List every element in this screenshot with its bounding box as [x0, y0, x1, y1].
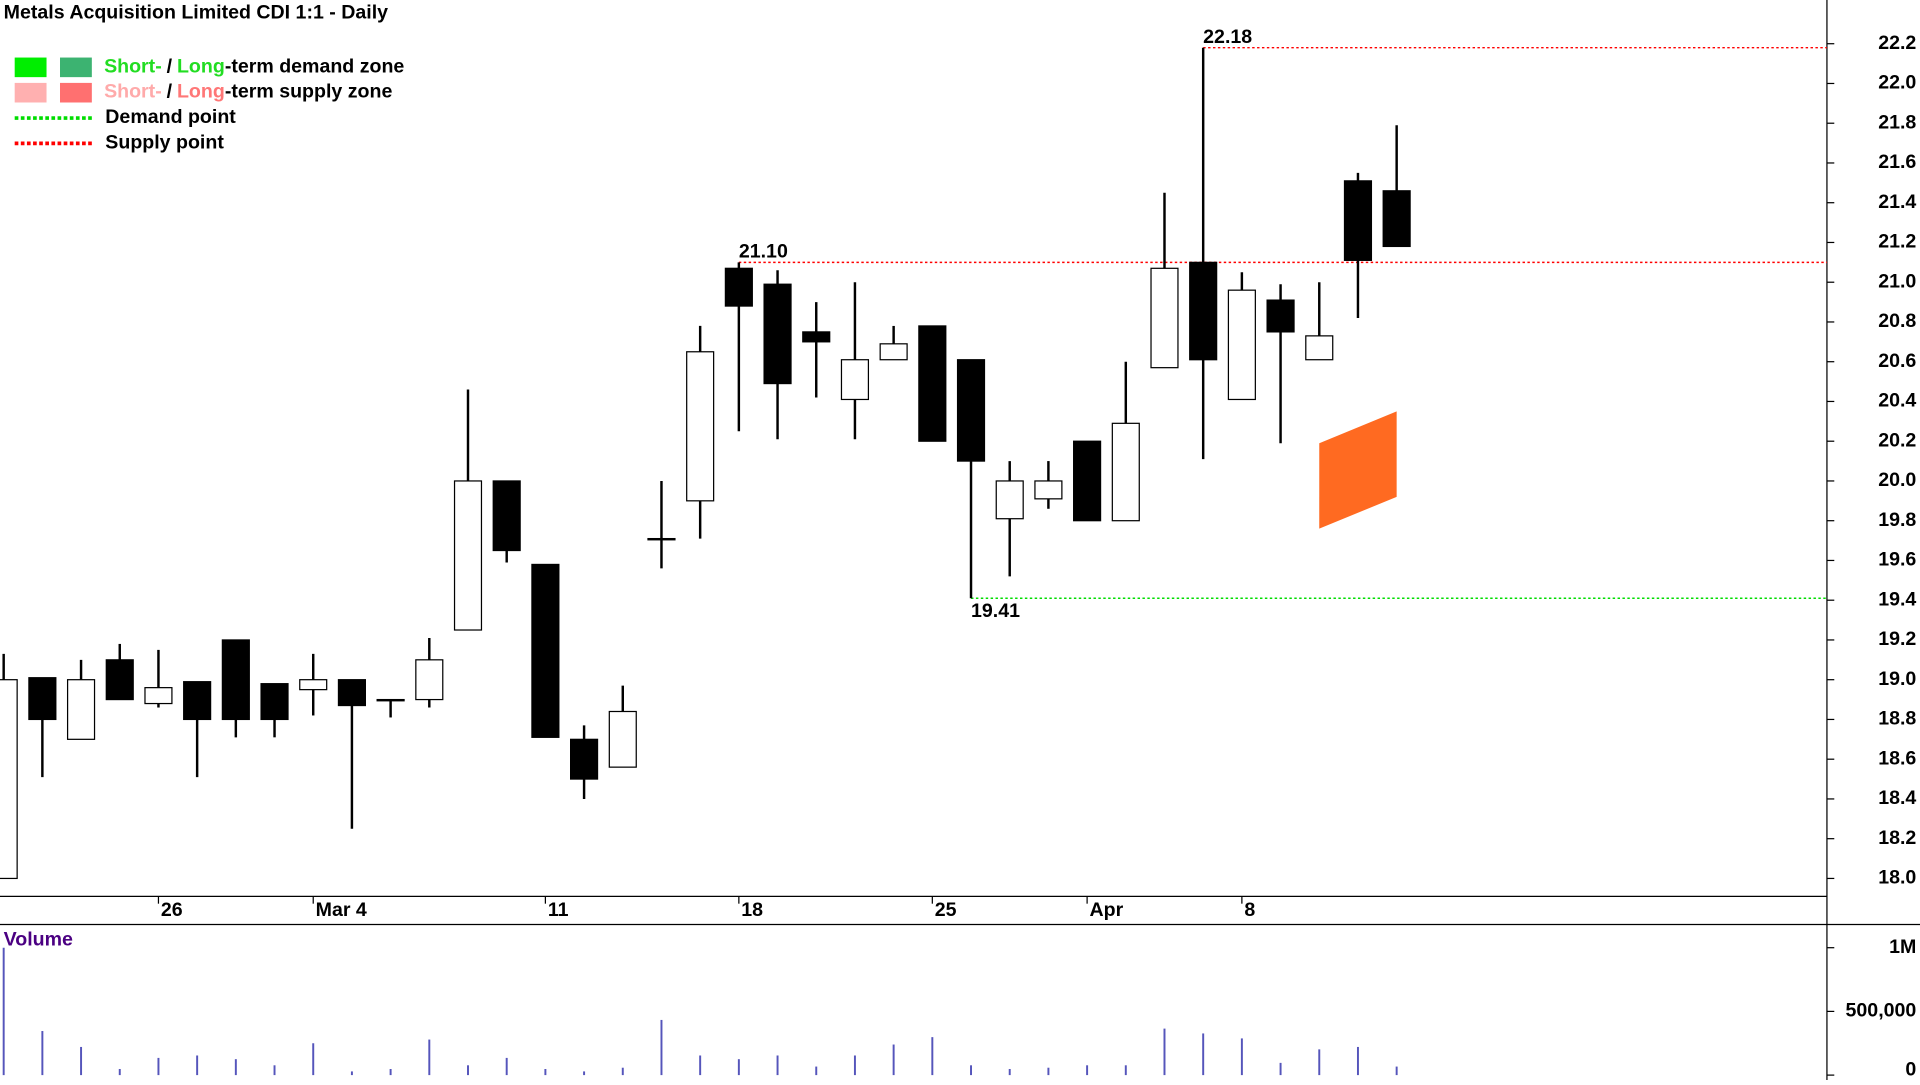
legend-text: Short- [104, 81, 162, 103]
x-tick-label: 26 [161, 899, 183, 921]
legend-text: -term demand zone [225, 56, 405, 78]
level-label: 19.41 [971, 600, 1020, 622]
y-tick-label: 18.2 [1878, 827, 1916, 849]
legend-label: Demand point [105, 106, 236, 128]
x-tick-label: Apr [1090, 899, 1124, 921]
legend-text: -term supply zone [225, 81, 393, 103]
candle-body [840, 359, 870, 401]
y-tick-label: 18.6 [1878, 747, 1916, 769]
y-tick-label: 18.8 [1878, 708, 1916, 730]
legend-label: Short- / Long-term demand zone [104, 56, 404, 78]
candle-body [1111, 422, 1140, 522]
y-tick-label: 18.0 [1878, 867, 1916, 889]
y-tick-label: 19.2 [1878, 628, 1916, 650]
volume-tick-label: 0 [1905, 1058, 1916, 1080]
forecast-zone [1319, 411, 1397, 529]
volume-title: Volume [4, 929, 73, 951]
candle-body [299, 679, 328, 691]
candle-body [1343, 180, 1373, 261]
legend-swatch [60, 82, 92, 103]
candle-body [918, 325, 947, 442]
legend-text: Short- [104, 56, 162, 78]
y-tick-label: 19.0 [1878, 668, 1916, 690]
candle-body [995, 480, 1024, 520]
y-tick-label: 20.6 [1878, 350, 1916, 372]
candle-body [1189, 261, 1218, 361]
x-tick-label: 8 [1244, 899, 1255, 921]
candle-body [531, 563, 560, 738]
candle-body [183, 681, 212, 721]
candle-body [1034, 480, 1063, 500]
candle-body [221, 639, 250, 721]
y-tick-label: 22.2 [1878, 32, 1916, 54]
candle-body [1305, 335, 1334, 361]
candle-body [570, 738, 599, 780]
chart-title: Metals Acquisition Limited CDI 1:1 - Dai… [4, 2, 388, 24]
candle-body [1227, 289, 1256, 401]
legend-label: Short- / Long-term supply zone [104, 81, 392, 103]
y-tick-label: 21.6 [1878, 151, 1916, 173]
level-label: 22.18 [1203, 26, 1252, 48]
candle-body [337, 679, 366, 707]
y-tick-label: 20.4 [1878, 390, 1916, 412]
candle-body [453, 480, 483, 631]
x-tick-label: Mar 4 [316, 899, 367, 921]
y-tick-label: 21.8 [1878, 111, 1916, 133]
candle-body [763, 283, 792, 385]
legend-text: / [167, 56, 173, 78]
legend-swatch [14, 57, 47, 78]
volume-tick-label: 500,000 [1846, 1000, 1917, 1022]
x-tick-label: 11 [548, 899, 569, 921]
candle-body [956, 359, 986, 462]
y-tick-label: 19.6 [1878, 549, 1916, 571]
y-tick-label: 19.8 [1878, 509, 1916, 531]
x-tick-label: 25 [935, 899, 957, 921]
candle-body [105, 659, 134, 701]
candle-body [66, 679, 96, 740]
legend-text: Demand point [105, 106, 236, 128]
candle-body [28, 677, 57, 721]
legend-label: Supply point [105, 132, 224, 154]
y-tick-label: 21.4 [1878, 191, 1916, 213]
candle-body [724, 267, 753, 307]
candle-body [1150, 267, 1179, 369]
candle-body [0, 679, 18, 880]
legend-swatch [60, 57, 92, 78]
volume-tick-label: 1M [1889, 936, 1916, 958]
legend-text: / [167, 81, 173, 103]
level-label: 21.10 [739, 241, 788, 263]
legend-text: Long [177, 56, 225, 78]
candle-body [879, 343, 908, 361]
legend-swatch [14, 82, 47, 103]
y-tick-label: 21.2 [1878, 231, 1916, 253]
candle-body [1073, 440, 1102, 522]
y-tick-label: 18.4 [1878, 787, 1916, 809]
candle-body [260, 683, 289, 721]
candle-body [802, 331, 831, 343]
y-tick-label: 21.0 [1878, 270, 1916, 292]
y-tick-label: 20.2 [1878, 429, 1916, 451]
candle-body [415, 659, 444, 701]
candle-body [144, 687, 173, 705]
candle-body [647, 537, 676, 541]
candle-body [1266, 299, 1295, 333]
x-tick-label: 18 [741, 899, 763, 921]
y-tick-label: 19.4 [1878, 588, 1916, 610]
candle-body [608, 710, 637, 768]
y-tick-label: 22.0 [1878, 72, 1916, 94]
y-tick-label: 20.8 [1878, 310, 1916, 332]
candle-body [492, 480, 521, 552]
candle-body [1382, 190, 1411, 248]
legend-text: Supply point [105, 132, 224, 154]
candle-body [686, 351, 715, 502]
candle-body [376, 698, 405, 702]
y-tick-label: 20.0 [1878, 469, 1916, 491]
legend-text: Long [177, 81, 225, 103]
